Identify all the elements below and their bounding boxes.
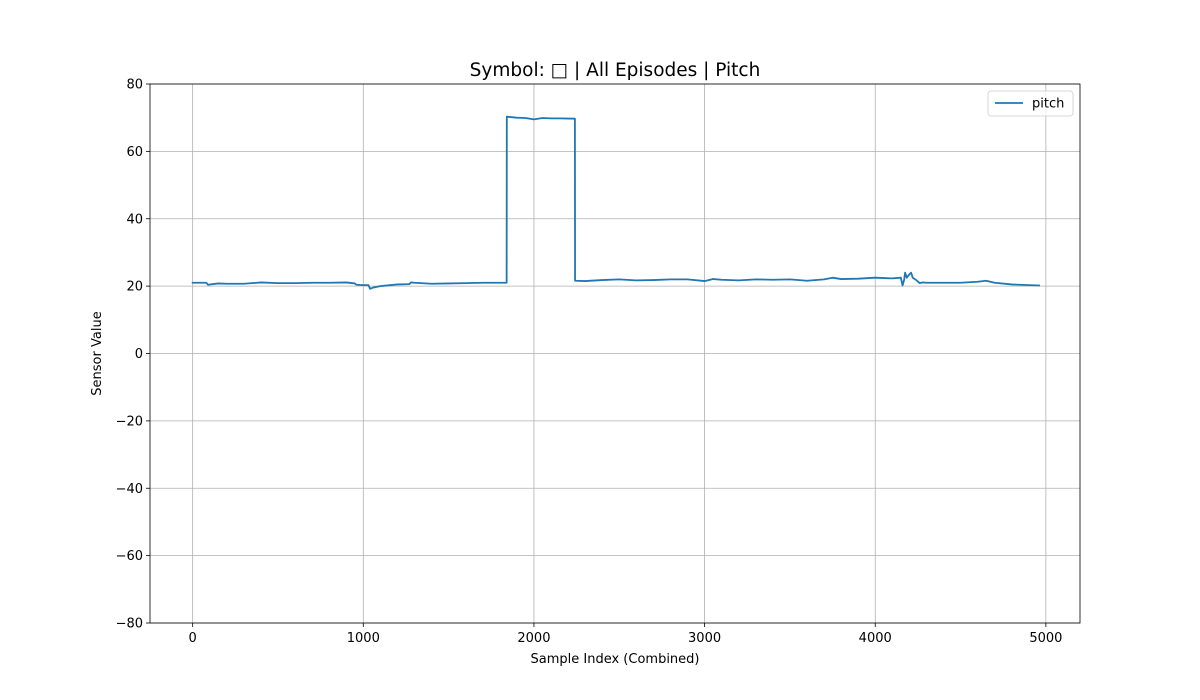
x-tick-label: 4000 xyxy=(859,631,892,646)
y-tick-label: −40 xyxy=(116,482,143,497)
y-axis-ticks: −80 −60 −40 −20 0 20 40 60 80 xyxy=(116,78,150,632)
legend-label-pitch: pitch xyxy=(1032,97,1064,112)
x-axis-ticks: 0 1000 2000 3000 4000 5000 xyxy=(189,623,1062,646)
y-tick-label: 0 xyxy=(135,347,143,362)
x-tick-label: 0 xyxy=(189,631,197,646)
y-tick-label: −20 xyxy=(116,414,143,429)
x-tick-label: 5000 xyxy=(1029,631,1062,646)
chart-title: Symbol: □ | All Episodes | Pitch xyxy=(470,60,761,81)
x-tick-label: 3000 xyxy=(688,631,721,646)
x-tick-label: 1000 xyxy=(347,631,380,646)
y-tick-label: −80 xyxy=(116,617,143,632)
y-tick-label: 60 xyxy=(126,145,143,160)
series-line-pitch xyxy=(191,115,1040,290)
legend-box xyxy=(987,90,1074,117)
y-tick-label: 80 xyxy=(126,78,143,93)
series-layer xyxy=(191,115,1040,290)
x-axis-label: Sample Index (Combined) xyxy=(531,652,700,667)
x-tick-label: 2000 xyxy=(517,631,550,646)
legend: pitch xyxy=(987,90,1074,117)
y-tick-label: 40 xyxy=(126,212,143,227)
y-tick-label: −60 xyxy=(116,549,143,564)
y-tick-label: 20 xyxy=(126,280,143,295)
y-axis-label: Sensor Value xyxy=(90,311,105,395)
